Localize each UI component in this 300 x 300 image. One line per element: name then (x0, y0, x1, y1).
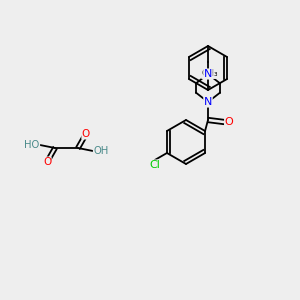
Text: N: N (204, 97, 212, 107)
Text: O: O (43, 157, 51, 167)
Text: CH₃: CH₃ (202, 70, 218, 79)
Text: OH: OH (93, 146, 109, 156)
Text: Cl: Cl (149, 160, 160, 170)
Text: O: O (225, 117, 233, 127)
Text: O: O (82, 129, 90, 139)
Text: HO: HO (24, 140, 40, 150)
Text: N: N (204, 69, 212, 79)
